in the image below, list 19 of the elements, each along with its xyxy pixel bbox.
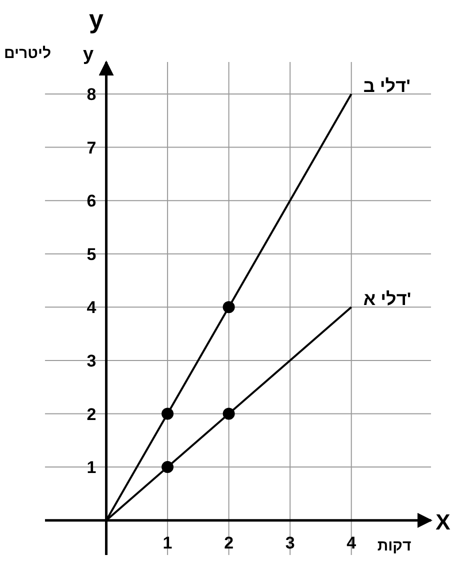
- y-tick-label: 3: [86, 351, 96, 370]
- x-tick-label: 3: [285, 533, 295, 552]
- y-tick-label: 1: [86, 458, 96, 478]
- x-tick-label: 2: [224, 533, 234, 552]
- y-tick-label: 2: [86, 404, 96, 424]
- text: y: [89, 4, 104, 34]
- series-label: דלי א': [363, 289, 412, 310]
- y-tick-label: 7: [86, 138, 96, 158]
- x-tick-label: 1: [162, 533, 172, 552]
- text: X: [436, 509, 451, 534]
- x-axis-title: דקות: [377, 537, 412, 554]
- series-label: דלי ב': [363, 76, 410, 96]
- y-tick-label: 8: [86, 84, 96, 104]
- y-tick-label: 5: [86, 244, 96, 264]
- x-tick-label: 4: [346, 533, 357, 552]
- y-axis-title: ליטרים: [4, 45, 52, 62]
- y-tick-label: 6: [86, 192, 96, 211]
- y-tick-label: 4: [86, 298, 97, 318]
- annotation: y: [82, 44, 94, 65]
